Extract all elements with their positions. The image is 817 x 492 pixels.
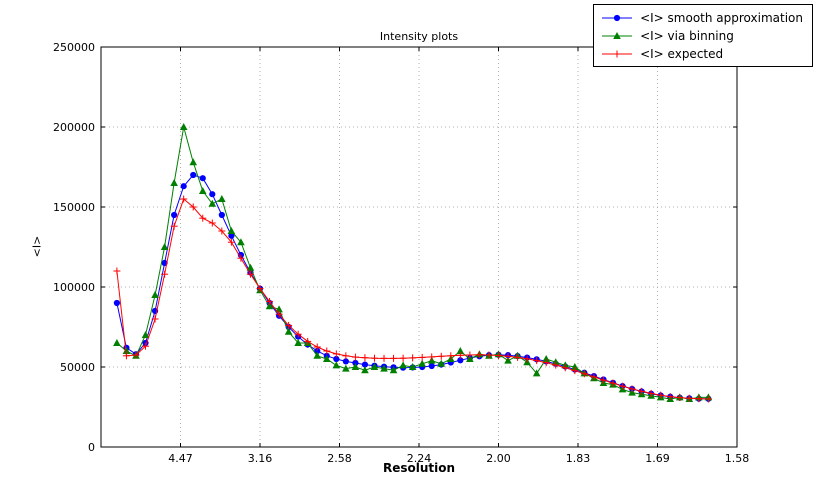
- circle-marker: [342, 358, 349, 365]
- legend-item: <I> smooth approximation: [600, 9, 803, 26]
- circle-marker: [113, 299, 120, 307]
- triangle-marker: [160, 243, 169, 250]
- triangle-marker: [122, 347, 131, 354]
- triangle-marker: [408, 363, 417, 370]
- triangle-marker: [361, 366, 369, 374]
- triangle-marker: [198, 187, 207, 194]
- y-tick-label: 200000: [53, 121, 95, 134]
- chart-title: Intensity plots: [379, 30, 459, 43]
- triangle-marker: [151, 291, 159, 298]
- legend-label: <I> expected: [640, 46, 724, 61]
- circle-marker: [457, 357, 464, 364]
- triangle-marker: [208, 199, 217, 207]
- triangle-marker: [218, 195, 226, 202]
- x-tick-label: 2.24: [407, 452, 432, 465]
- triangle-marker: [275, 305, 283, 313]
- legend-label: <I> via binning: [640, 28, 734, 43]
- circle-marker: [314, 347, 321, 355]
- y-tick-label: 100000: [53, 281, 95, 294]
- triangle-marker: [504, 356, 512, 364]
- circle-marker: [180, 183, 187, 190]
- x-tick-label: 4.47: [168, 452, 193, 465]
- x-tick-label: 2.00: [486, 452, 511, 465]
- triangle-marker: [571, 363, 579, 370]
- triangle-marker: [399, 361, 407, 369]
- triangle-marker: [332, 361, 341, 369]
- triangle-marker: [141, 331, 150, 338]
- legend-key-circle: [602, 14, 633, 21]
- x-tick-label: 1.69: [645, 452, 670, 465]
- triangle-marker: [370, 363, 379, 370]
- triangle-marker: [237, 238, 245, 246]
- circle-marker: [171, 211, 178, 219]
- triangle-marker: [380, 364, 388, 372]
- x-tick-label: 1.58: [725, 452, 750, 465]
- circle-marker: [361, 361, 369, 368]
- y-axis-label: <I>: [30, 235, 44, 258]
- triangle-marker: [322, 355, 331, 362]
- circle-marker: [209, 191, 216, 198]
- triangle-marker: [418, 359, 426, 367]
- legend-item: <I> via binning: [600, 27, 803, 44]
- triangle-marker: [170, 179, 178, 186]
- legend-key-plus: [602, 50, 633, 57]
- x-axis-label: Resolution: [382, 461, 456, 475]
- triangle-marker: [284, 327, 293, 335]
- y-tick-label: 150000: [53, 201, 95, 214]
- axes-border: [100, 46, 738, 448]
- circle-marker: [333, 355, 340, 363]
- legend-label: <I> smooth approximation: [640, 10, 803, 25]
- x-tick-label: 2.58: [327, 452, 352, 465]
- circle-marker: [228, 232, 235, 239]
- triangle-marker: [313, 351, 322, 359]
- y-tick-label: 50000: [60, 361, 95, 374]
- triangle-marker: [542, 355, 550, 362]
- triangle-marker: [189, 158, 198, 166]
- legend-key-triangle: [602, 31, 633, 39]
- circle-marker: [218, 211, 225, 219]
- triangle-marker: [389, 366, 398, 374]
- triangle-marker: [351, 363, 360, 370]
- triangle-marker: [294, 339, 302, 346]
- triangle-marker: [246, 263, 255, 271]
- triangle-marker: [113, 339, 121, 346]
- triangle-marker: [532, 369, 541, 377]
- circle-marker: [613, 14, 621, 21]
- triangle-marker: [437, 359, 446, 367]
- triangle-marker: [227, 227, 236, 234]
- y-tick-label: 0: [88, 441, 95, 454]
- circle-marker: [199, 175, 206, 182]
- triangle-marker: [265, 302, 274, 310]
- x-tick-label: 3.16: [248, 452, 273, 465]
- legend: <I> smooth approximation <I> via binning <…: [593, 4, 813, 67]
- circle-marker: [190, 171, 197, 179]
- triangle-marker: [456, 347, 465, 354]
- legend-item: <I> expected: [600, 45, 803, 62]
- circle-marker: [428, 362, 435, 370]
- y-tick-label: 250000: [53, 41, 95, 54]
- triangle-marker: [179, 123, 188, 130]
- triangle-marker: [342, 364, 350, 372]
- x-tick-label: 1.83: [566, 452, 591, 465]
- triangle-marker: [613, 31, 621, 39]
